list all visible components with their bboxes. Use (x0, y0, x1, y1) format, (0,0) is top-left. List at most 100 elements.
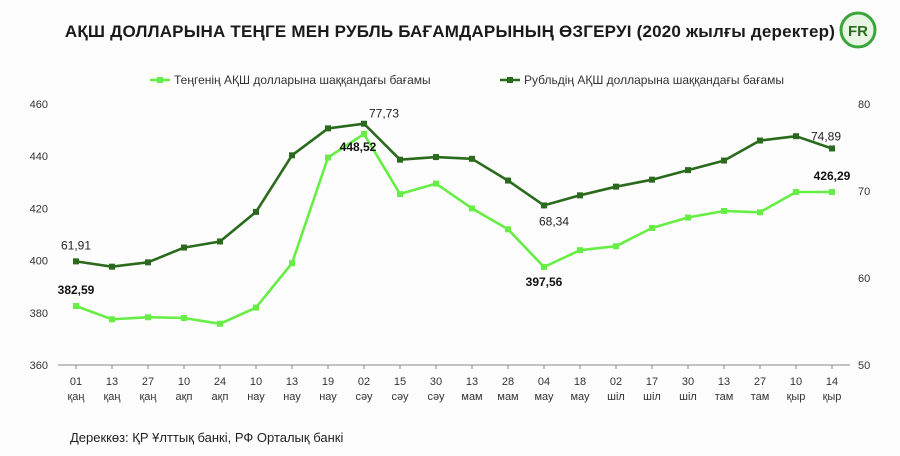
x-tick-day: 27 (142, 376, 154, 388)
legend-tenge-marker (157, 77, 163, 83)
rubl-point (217, 238, 223, 245)
rubl-point (433, 154, 439, 161)
source-note: Дереккөз: ҚР Ұлттық банкі, РФ Орталық ба… (70, 430, 344, 445)
y-left-tick-label: 460 (30, 99, 48, 111)
rubl-point (793, 133, 799, 140)
rubl-point (181, 244, 187, 251)
x-tick-day: 13 (466, 376, 478, 388)
x-tick-month: там (715, 391, 734, 403)
x-tick-day: 10 (250, 376, 262, 388)
x-tick-day: 13 (286, 376, 298, 388)
x-tick-day: 30 (682, 376, 694, 388)
rubl-data-label: 77,73 (369, 107, 399, 121)
y-right-tick-label: 60 (858, 273, 870, 285)
rubl-point (289, 152, 295, 159)
x-tick-month: мау (534, 391, 554, 403)
tenge-point (217, 320, 223, 327)
logo-icon: FR (839, 11, 877, 49)
x-tick-month: қаң (103, 391, 120, 403)
x-tick-month: мау (570, 391, 590, 403)
y-right-tick-label: 80 (858, 99, 870, 111)
x-tick-day: 19 (322, 376, 334, 388)
y-right-tick-label: 50 (858, 360, 870, 372)
rubl-data-label: 74,89 (811, 129, 841, 143)
rubl-point (361, 120, 367, 127)
rubl-series-line (75, 122, 833, 269)
x-tick-month: мам (497, 391, 518, 403)
legend-tenge-label: Теңгенің АҚШ долларына шаққандағы бағамы (174, 73, 431, 87)
x-tick-month: сәу (391, 391, 409, 403)
x-tick-day: 01 (70, 376, 82, 388)
x-tick-day: 15 (394, 376, 406, 388)
logo-text: FR (848, 23, 868, 40)
rubl-point (397, 156, 403, 163)
tenge-point (649, 224, 655, 231)
x-tick-month: қыр (823, 391, 842, 403)
x-tick-day: 27 (754, 376, 766, 388)
tenge-point (721, 208, 727, 215)
rubl-point (721, 157, 727, 164)
x-tick-day: 18 (574, 376, 586, 388)
rubl-point (613, 183, 619, 190)
rubl-point (325, 125, 331, 132)
y-left-tick-label: 380 (30, 308, 48, 320)
tenge-point (73, 303, 79, 310)
x-tick-day: 02 (358, 376, 370, 388)
tenge-data-label: 426,29 (814, 169, 851, 183)
x-tick-month: ақп (176, 391, 193, 403)
x-tick-month: нау (247, 391, 265, 403)
rubl-point (649, 176, 655, 183)
x-tick-day: 13 (106, 376, 118, 388)
tenge-point (109, 316, 115, 323)
tenge-point (577, 247, 583, 254)
legend-rubl-label: Рубльдің АҚШ долларына шаққандағы бағамы (524, 73, 784, 87)
x-tick-month: ақп (212, 391, 229, 403)
x-tick-month: там (751, 391, 770, 403)
y-left-tick-label: 360 (30, 360, 48, 372)
y-left-tick-label: 440 (30, 151, 48, 163)
rubl-point (757, 137, 763, 144)
tenge-point (505, 226, 511, 233)
tenge-point (541, 263, 547, 270)
x-tick-day: 10 (178, 376, 190, 388)
x-tick-day: 13 (718, 376, 730, 388)
tenge-point (181, 315, 187, 322)
tenge-point (829, 188, 835, 195)
rubl-data-label: 61,91 (61, 238, 91, 252)
x-tick-day: 04 (538, 376, 550, 388)
tenge-point (433, 180, 439, 187)
tenge-point (361, 130, 367, 137)
tenge-point (685, 214, 691, 221)
rubl-point (145, 259, 151, 266)
rubl-point (541, 202, 547, 209)
x-tick-month: қыр (787, 391, 806, 403)
x-tick-day: 02 (610, 376, 622, 388)
rubl-point (577, 192, 583, 199)
tenge-point (253, 304, 259, 311)
rubl-point (73, 258, 79, 265)
x-tick-day: 24 (214, 376, 226, 388)
rubl-point (109, 263, 115, 270)
legend-rubl-marker (507, 77, 513, 83)
x-tick-month: сәу (355, 391, 373, 403)
tenge-point (469, 205, 475, 212)
x-tick-month: шіл (643, 391, 661, 403)
tenge-data-label: 448,52 (340, 140, 377, 154)
tenge-point (397, 191, 403, 198)
x-tick-day: 30 (430, 376, 442, 388)
x-tick-day: 14 (826, 376, 838, 388)
x-tick-month: нау (319, 391, 337, 403)
chart-title: АҚШ ДОЛЛАРЫНА ТЕҢГЕ МЕН РУБЛЬ БАҒАМДАРЫН… (64, 22, 836, 41)
rubl-point (253, 208, 259, 215)
tenge-point (145, 314, 151, 321)
rubl-data-label: 68,34 (539, 214, 569, 228)
tenge-point (793, 188, 799, 195)
rubl-point (829, 145, 835, 152)
tenge-point (613, 243, 619, 250)
tenge-point (325, 154, 331, 161)
tenge-data-label: 382,59 (58, 283, 95, 297)
x-tick-month: қаң (67, 391, 84, 403)
x-tick-day: 10 (790, 376, 802, 388)
x-tick-month: сәу (427, 391, 445, 403)
